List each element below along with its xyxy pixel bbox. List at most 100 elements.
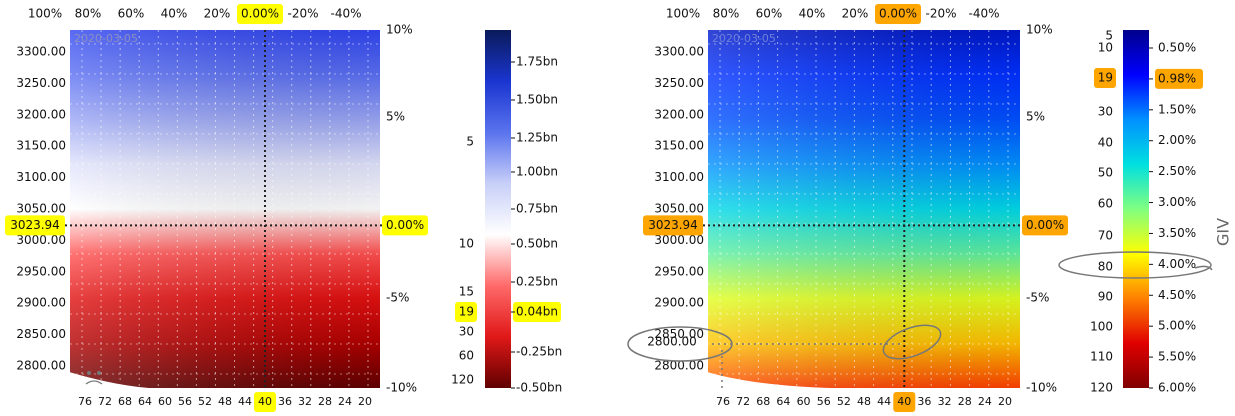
top-tick-label: 40% <box>799 7 826 21</box>
colorbar-value-label: 2.50% <box>1158 164 1196 178</box>
colorbar-tenor-label: 30 <box>459 325 474 339</box>
hand-annotations <box>627 251 1213 392</box>
colorbar-tenor-label: 80 <box>1098 260 1113 274</box>
colorbar-value-label: 0.98% <box>1158 71 1196 85</box>
bottom-tick-label: 56 <box>817 395 831 408</box>
colorbar-value-label: 5.00% <box>1158 319 1196 333</box>
colorbar <box>1123 30 1149 388</box>
colorbar-value-label: 5.50% <box>1158 350 1196 364</box>
heatmap-panel-right: 2020-03-05 3300.00 3250.00 3200.00 3150.00 31… <box>643 4 1233 412</box>
colorbar-tenor-label: 70 <box>1098 229 1113 243</box>
colorbar-value-highlight <box>1155 68 1203 89</box>
top-tick-label: 0.00% <box>241 7 279 21</box>
colorbar-tenor-label: 15 <box>459 285 474 299</box>
colorbar-value-label: -0.50bn <box>516 381 562 395</box>
top-tick-label: 60% <box>118 7 145 21</box>
spot-label: 3023.94 <box>648 218 698 232</box>
annotation-circle-point <box>882 324 942 360</box>
colorbar-tenor-label: 110 <box>1090 350 1113 364</box>
colorbar-value-highlight <box>513 302 561 322</box>
top-tick-label: -20% <box>287 7 318 21</box>
y-tick-label: 3250.00 <box>654 76 704 90</box>
colorbar-value-label: -0.25bn <box>516 345 562 359</box>
y-tick-label: 3000.00 <box>16 233 66 247</box>
top-tick-label: 40% <box>161 7 188 21</box>
bottom-tick-label: 24 <box>978 395 992 408</box>
bottom-tick-label: 60 <box>158 395 172 408</box>
top-tick-label: 80% <box>75 7 102 21</box>
right-tick-label: -5% <box>386 291 409 305</box>
colorbar-value-label: 1.50bn <box>516 93 558 107</box>
right-tick-highlight <box>1022 215 1068 236</box>
heatmap-surface <box>708 30 1020 388</box>
sad-face-doodle <box>85 371 103 385</box>
colorbar-value-label: 4.00% <box>1158 257 1196 271</box>
bottom-tick-label: 28 <box>318 395 332 408</box>
colorbar-value-label: 3.50% <box>1158 226 1196 240</box>
bottom-tick-highlight <box>893 392 916 412</box>
bottom-tick-label: 36 <box>278 395 292 408</box>
heatmap-shading <box>70 30 380 388</box>
bottom-tick-label: 68 <box>118 395 132 408</box>
colorbar-value-label: 1.25bn <box>516 131 558 145</box>
bottom-tick-label: 48 <box>218 395 232 408</box>
bottom-tick-label: 40 <box>258 395 272 408</box>
bottom-tick-label: 68 <box>756 395 770 408</box>
y-tick-label: 3100.00 <box>16 170 66 184</box>
y-tick-label: 3150.00 <box>654 139 704 153</box>
colorbar-tenor-highlight <box>1094 68 1116 88</box>
annotation-arrow-tail <box>1194 265 1213 271</box>
bottom-tick-label: 76 <box>716 395 730 408</box>
bottom-tick-label: 52 <box>837 395 851 408</box>
colorbar-tenor-label: 30 <box>1098 105 1113 119</box>
heatmap-shading <box>708 30 1020 388</box>
bottom-tick-label: 24 <box>338 395 352 408</box>
colorbar-value-label: 0.25bn <box>516 275 558 289</box>
colorbar-tenor-highlight <box>455 302 477 322</box>
date-label: 2020-03-05 <box>712 32 776 45</box>
top-tick-highlight <box>875 4 921 24</box>
y-tick-label: 2800.00 <box>16 359 66 373</box>
bottom-tick-label: 44 <box>877 395 891 408</box>
bottom-tick-highlight <box>254 392 276 412</box>
right-tick-label: 0.00% <box>1026 218 1064 232</box>
colorbar-tenor-label: 120 <box>451 373 474 387</box>
bottom-tick-label: 40 <box>897 395 911 408</box>
bottom-tick-label: 64 <box>138 395 152 408</box>
top-tick-label: 0.00% <box>879 7 917 21</box>
y-tick-label: 3200.00 <box>654 107 704 121</box>
top-tick-label: 20% <box>842 7 869 21</box>
y-tick-label: 2850.00 <box>16 327 66 341</box>
bottom-tick-label: 72 <box>98 395 112 408</box>
y-tick-label: 2800.00 <box>654 359 704 373</box>
bottom-tick-label: 20 <box>998 395 1012 408</box>
right-tick-label: 10% <box>1026 23 1053 37</box>
colorbar-tenor-label: 5 <box>1105 29 1113 43</box>
top-tick-label: -40% <box>330 7 361 21</box>
bottom-tick-label: 36 <box>917 395 931 408</box>
colorbar-value-label: 0.50% <box>1158 41 1196 55</box>
colorbar-value-label: 2.00% <box>1158 133 1196 147</box>
y-tick-label: 3300.00 <box>16 44 66 58</box>
y-tick-label: 2900.00 <box>16 296 66 310</box>
y-tick-label: 3050.00 <box>654 202 704 216</box>
colorbar <box>485 30 511 388</box>
right-tick-label: 0.00% <box>386 218 424 232</box>
colorbar-tenor-label: 50 <box>1098 166 1113 180</box>
top-tick-highlight <box>237 4 283 24</box>
y-tick-label: 2950.00 <box>654 264 704 278</box>
bottom-tick-label: 72 <box>736 395 750 408</box>
spot-label: 3023.94 <box>10 218 60 232</box>
colorbar-tenor-label: 19 <box>1098 71 1113 85</box>
spot-highlight <box>643 215 703 236</box>
colorbar-tenor-label: 19 <box>459 305 474 319</box>
y-tick-label: 2950.00 <box>16 264 66 278</box>
y-tick-label: 3150.00 <box>16 139 66 153</box>
colorbar-tenor-label: 40 <box>1098 136 1113 150</box>
y-tick-label: 3000.00 <box>654 233 704 247</box>
y-tick-label: 2900.00 <box>654 296 704 310</box>
colorbar-tenor-label: 90 <box>1098 290 1113 304</box>
bottom-tick-label: 64 <box>776 395 790 408</box>
